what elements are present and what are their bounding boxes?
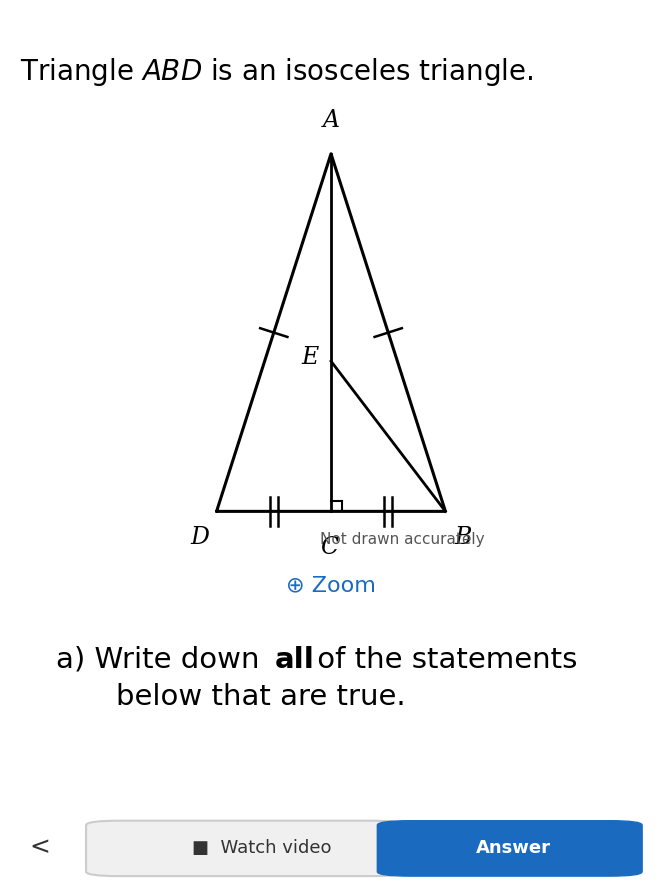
FancyBboxPatch shape (86, 821, 404, 876)
Text: C: C (320, 536, 338, 560)
FancyBboxPatch shape (377, 821, 642, 876)
Text: ⊕ Zoom: ⊕ Zoom (286, 576, 376, 595)
Text: Triangle $\mathit{ABD}$ is an isosceles triangle.: Triangle $\mathit{ABD}$ is an isosceles … (20, 55, 534, 88)
Text: <: < (29, 836, 50, 859)
Text: a) Write down: a) Write down (56, 645, 269, 674)
Text: all: all (275, 645, 314, 674)
Text: ■  Watch video: ■ Watch video (192, 839, 331, 856)
Text: A: A (322, 109, 340, 132)
Text: D: D (190, 526, 209, 549)
Text: Answer: Answer (475, 839, 551, 856)
Text: Not drawn accurately: Not drawn accurately (320, 532, 485, 547)
Text: E: E (302, 346, 319, 369)
Text: of the statements: of the statements (308, 645, 578, 674)
Text: below that are true.: below that are true. (116, 683, 405, 712)
Text: B: B (454, 526, 471, 549)
